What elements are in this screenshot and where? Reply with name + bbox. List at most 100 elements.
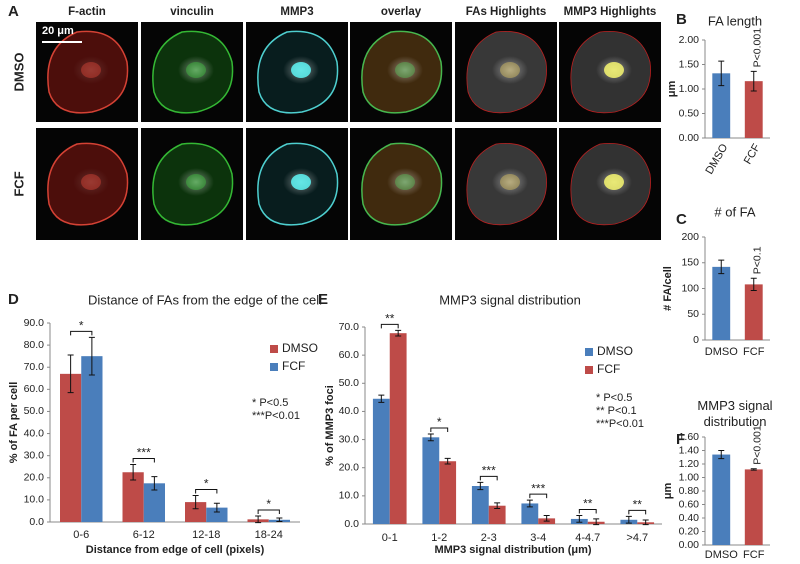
y-tick-label: 2.00 [679, 34, 700, 46]
bar [81, 356, 103, 522]
y-tick-label: 100 [681, 282, 699, 294]
y-tick-label: 30.0 [24, 449, 45, 461]
error-bar [526, 499, 533, 508]
error-bar [444, 457, 451, 465]
x-tick-label: DMSO [705, 549, 738, 561]
x-tick-label: 0-6 [73, 529, 89, 541]
significance-mark: *** [137, 446, 151, 460]
column-header: FAs Highlights [466, 6, 547, 18]
panel-letter: C [676, 211, 687, 228]
chart-title: # of FA [714, 204, 756, 219]
legend-label: DMSO [282, 341, 318, 355]
significance-note: * P<0.5 [596, 392, 632, 404]
bar [389, 333, 407, 524]
significance-bracket [628, 509, 647, 515]
significance-bracket [257, 509, 280, 515]
x-tick-label: 6-12 [133, 529, 155, 541]
signal-core [395, 174, 415, 190]
significance-mark: ** [385, 312, 395, 326]
error-bar [151, 476, 158, 491]
significance-mark: * [79, 319, 84, 333]
bar [439, 461, 457, 524]
signal-glow [492, 56, 528, 84]
y-axis-label: # FA/cell [662, 266, 674, 311]
panel-letter: B [676, 11, 687, 28]
column-header: vinculin [170, 6, 213, 18]
signal-core [395, 62, 415, 78]
signal-core [186, 62, 206, 78]
y-tick-label: 200 [681, 231, 699, 243]
x-tick-label: 1-2 [431, 532, 447, 544]
p-value: P<0.1 [752, 246, 764, 274]
significance-bracket [132, 458, 155, 463]
significance-mark: ** [633, 498, 643, 512]
significance-bracket [380, 323, 399, 329]
significance-mark: ** [583, 497, 593, 511]
error-bar [130, 464, 137, 481]
y-tick-label: 0.20 [679, 525, 700, 537]
y-tick-label: 1.60 [679, 431, 700, 443]
signal-core [500, 62, 520, 78]
significance-note: ***P<0.01 [596, 418, 644, 430]
x-tick-label: FCF [743, 346, 765, 358]
x-tick-label: FCF [743, 549, 765, 561]
signal-core [604, 62, 624, 78]
signal-glow [387, 56, 423, 84]
significance-bracket [70, 330, 93, 336]
error-bar [477, 481, 484, 491]
panel-letter: F [676, 431, 685, 448]
p-value: P<0.001 [752, 28, 764, 68]
error-bar [593, 518, 600, 526]
error-bar [88, 336, 95, 376]
error-bar [750, 468, 757, 471]
signal-core [500, 174, 520, 190]
error-bar [494, 502, 501, 510]
significance-mark: * [204, 477, 209, 491]
column-header: overlay [381, 6, 422, 18]
signal-core [81, 174, 101, 190]
significance-mark: * [437, 415, 442, 429]
error-bar [718, 450, 725, 460]
y-tick-label: 0.50 [679, 107, 700, 119]
significance-note: ** P<0.1 [596, 405, 637, 417]
significance-bracket [479, 475, 498, 481]
error-bar [67, 354, 74, 394]
x-axis-label: MMP3 signal distribution (μm) [434, 544, 591, 556]
y-tick-label: 1.50 [679, 58, 700, 70]
y-tick-label: 60.0 [339, 349, 360, 361]
bar [712, 266, 731, 340]
error-bar [192, 494, 199, 510]
y-tick-label: 0.00 [679, 539, 700, 551]
y-tick-label: 1.40 [679, 444, 700, 456]
panel-letter: E [318, 291, 328, 308]
error-bar [576, 515, 583, 523]
x-axis-label: Distance from edge of cell (pixels) [86, 544, 265, 556]
bar [143, 483, 165, 522]
signal-glow [178, 168, 214, 196]
error-bar [750, 70, 757, 92]
significance-bracket [529, 493, 548, 499]
error-bar [625, 515, 632, 524]
bar [744, 284, 763, 340]
x-tick-label: >4.7 [626, 532, 648, 544]
x-tick-label: 0-1 [382, 532, 398, 544]
signal-glow [387, 168, 423, 196]
y-tick-label: 70.0 [24, 361, 45, 373]
x-tick-label: 2-3 [481, 532, 497, 544]
row-label: DMSO [11, 53, 26, 92]
chart-title: MMP3 signal distribution [439, 292, 581, 307]
signal-glow [178, 56, 214, 84]
y-tick-label: 10.0 [339, 490, 360, 502]
bar [122, 472, 144, 522]
bar [185, 502, 207, 522]
signal-core [291, 174, 311, 190]
x-tick-label: 3-4 [530, 532, 546, 544]
y-tick-label: 0.80 [679, 485, 700, 497]
y-tick-label: 150 [681, 257, 699, 269]
column-header: MMP3 [280, 6, 313, 18]
bar [60, 373, 82, 522]
y-tick-label: 20.0 [24, 472, 45, 484]
error-bar [642, 519, 649, 526]
bar [422, 437, 440, 524]
y-tick-label: 0.0 [29, 516, 44, 528]
